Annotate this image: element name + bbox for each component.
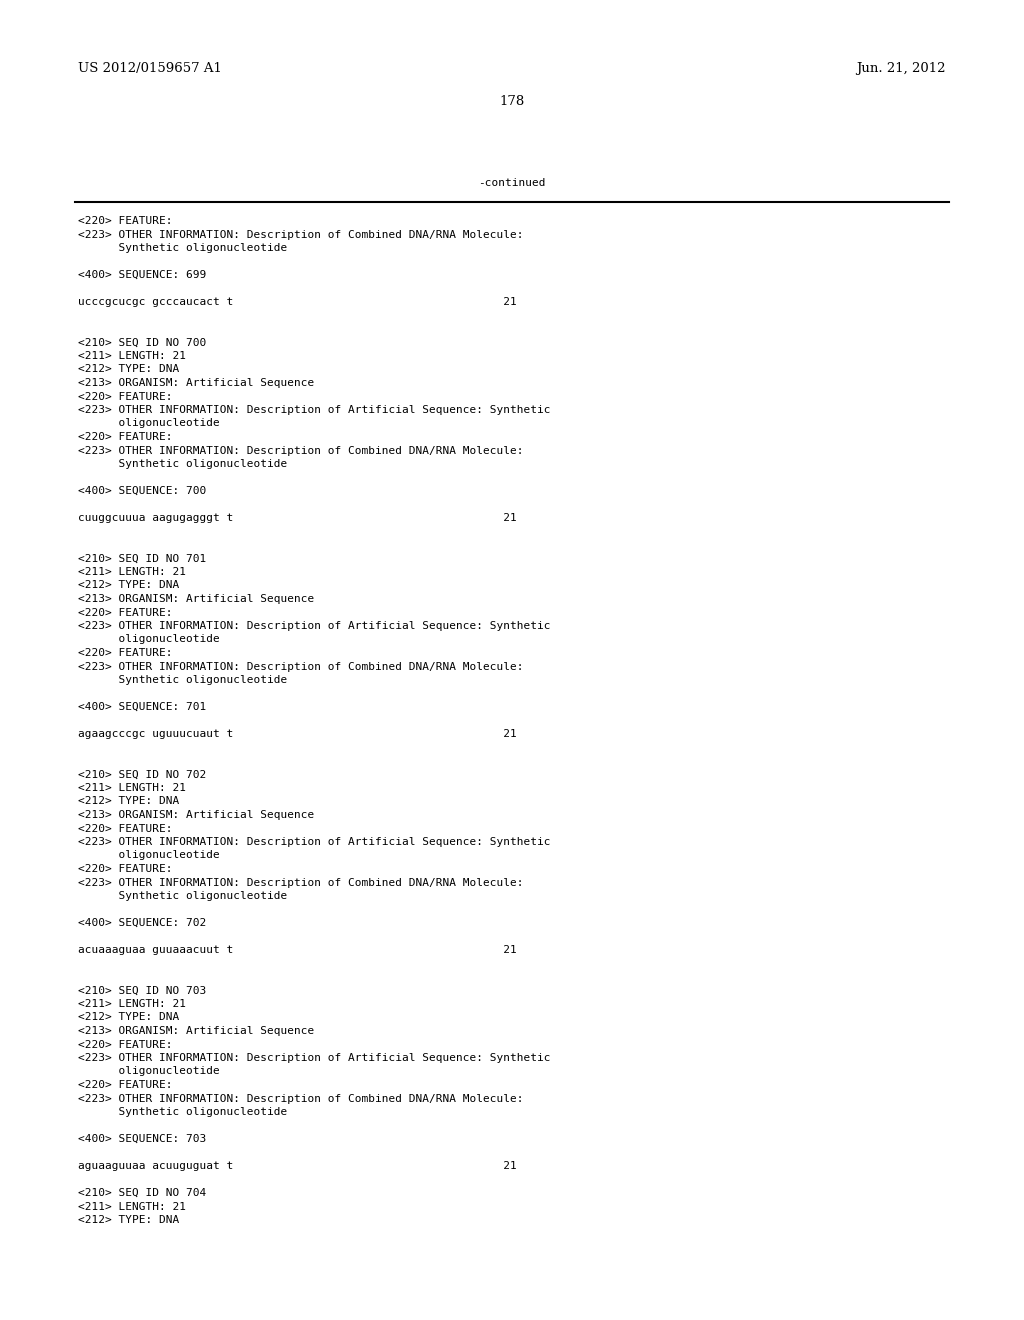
Text: <400> SEQUENCE: 703: <400> SEQUENCE: 703 <box>78 1134 206 1144</box>
Text: Synthetic oligonucleotide: Synthetic oligonucleotide <box>78 243 288 253</box>
Text: <220> FEATURE:: <220> FEATURE: <box>78 1040 172 1049</box>
Text: oligonucleotide: oligonucleotide <box>78 635 220 644</box>
Text: <223> OTHER INFORMATION: Description of Combined DNA/RNA Molecule:: <223> OTHER INFORMATION: Description of … <box>78 230 523 239</box>
Text: <212> TYPE: DNA: <212> TYPE: DNA <box>78 1214 179 1225</box>
Text: <210> SEQ ID NO 703: <210> SEQ ID NO 703 <box>78 986 206 995</box>
Text: acuaaaguaa guuaaacuut t                                        21: acuaaaguaa guuaaacuut t 21 <box>78 945 517 954</box>
Text: <400> SEQUENCE: 699: <400> SEQUENCE: 699 <box>78 271 206 280</box>
Text: -continued: -continued <box>478 178 546 187</box>
Text: <223> OTHER INFORMATION: Description of Artificial Sequence: Synthetic: <223> OTHER INFORMATION: Description of … <box>78 620 551 631</box>
Text: <223> OTHER INFORMATION: Description of Artificial Sequence: Synthetic: <223> OTHER INFORMATION: Description of … <box>78 1053 551 1063</box>
Text: US 2012/0159657 A1: US 2012/0159657 A1 <box>78 62 222 75</box>
Text: Synthetic oligonucleotide: Synthetic oligonucleotide <box>78 675 288 685</box>
Text: <220> FEATURE:: <220> FEATURE: <box>78 824 172 833</box>
Text: <220> FEATURE:: <220> FEATURE: <box>78 648 172 657</box>
Text: <212> TYPE: DNA: <212> TYPE: DNA <box>78 1012 179 1023</box>
Text: <210> SEQ ID NO 700: <210> SEQ ID NO 700 <box>78 338 206 347</box>
Text: <223> OTHER INFORMATION: Description of Combined DNA/RNA Molecule:: <223> OTHER INFORMATION: Description of … <box>78 661 523 672</box>
Text: <220> FEATURE:: <220> FEATURE: <box>78 432 172 442</box>
Text: <400> SEQUENCE: 700: <400> SEQUENCE: 700 <box>78 486 206 496</box>
Text: cuuggcuuua aagugagggt t                                        21: cuuggcuuua aagugagggt t 21 <box>78 513 517 523</box>
Text: Synthetic oligonucleotide: Synthetic oligonucleotide <box>78 459 288 469</box>
Text: <212> TYPE: DNA: <212> TYPE: DNA <box>78 581 179 590</box>
Text: <400> SEQUENCE: 702: <400> SEQUENCE: 702 <box>78 917 206 928</box>
Text: <220> FEATURE:: <220> FEATURE: <box>78 392 172 401</box>
Text: <212> TYPE: DNA: <212> TYPE: DNA <box>78 364 179 375</box>
Text: <212> TYPE: DNA: <212> TYPE: DNA <box>78 796 179 807</box>
Text: <400> SEQUENCE: 701: <400> SEQUENCE: 701 <box>78 702 206 711</box>
Text: <220> FEATURE:: <220> FEATURE: <box>78 1080 172 1090</box>
Text: <210> SEQ ID NO 702: <210> SEQ ID NO 702 <box>78 770 206 780</box>
Text: <211> LENGTH: 21: <211> LENGTH: 21 <box>78 568 186 577</box>
Text: oligonucleotide: oligonucleotide <box>78 1067 220 1077</box>
Text: <211> LENGTH: 21: <211> LENGTH: 21 <box>78 999 186 1008</box>
Text: oligonucleotide: oligonucleotide <box>78 418 220 429</box>
Text: <213> ORGANISM: Artificial Sequence: <213> ORGANISM: Artificial Sequence <box>78 594 314 605</box>
Text: <211> LENGTH: 21: <211> LENGTH: 21 <box>78 1201 186 1212</box>
Text: <210> SEQ ID NO 704: <210> SEQ ID NO 704 <box>78 1188 206 1199</box>
Text: <220> FEATURE:: <220> FEATURE: <box>78 865 172 874</box>
Text: Synthetic oligonucleotide: Synthetic oligonucleotide <box>78 1107 288 1117</box>
Text: oligonucleotide: oligonucleotide <box>78 850 220 861</box>
Text: <223> OTHER INFORMATION: Description of Combined DNA/RNA Molecule:: <223> OTHER INFORMATION: Description of … <box>78 446 523 455</box>
Text: Synthetic oligonucleotide: Synthetic oligonucleotide <box>78 891 288 902</box>
Text: <213> ORGANISM: Artificial Sequence: <213> ORGANISM: Artificial Sequence <box>78 1026 314 1036</box>
Text: <220> FEATURE:: <220> FEATURE: <box>78 607 172 618</box>
Text: <211> LENGTH: 21: <211> LENGTH: 21 <box>78 351 186 360</box>
Text: <223> OTHER INFORMATION: Description of Artificial Sequence: Synthetic: <223> OTHER INFORMATION: Description of … <box>78 837 551 847</box>
Text: <223> OTHER INFORMATION: Description of Combined DNA/RNA Molecule:: <223> OTHER INFORMATION: Description of … <box>78 1093 523 1104</box>
Text: <213> ORGANISM: Artificial Sequence: <213> ORGANISM: Artificial Sequence <box>78 378 314 388</box>
Text: <211> LENGTH: 21: <211> LENGTH: 21 <box>78 783 186 793</box>
Text: aguaaguuaa acuuguguat t                                        21: aguaaguuaa acuuguguat t 21 <box>78 1162 517 1171</box>
Text: ucccgcucgc gcccaucact t                                        21: ucccgcucgc gcccaucact t 21 <box>78 297 517 308</box>
Text: <223> OTHER INFORMATION: Description of Combined DNA/RNA Molecule:: <223> OTHER INFORMATION: Description of … <box>78 878 523 887</box>
Text: 178: 178 <box>500 95 524 108</box>
Text: <213> ORGANISM: Artificial Sequence: <213> ORGANISM: Artificial Sequence <box>78 810 314 820</box>
Text: <220> FEATURE:: <220> FEATURE: <box>78 216 172 226</box>
Text: <210> SEQ ID NO 701: <210> SEQ ID NO 701 <box>78 553 206 564</box>
Text: Jun. 21, 2012: Jun. 21, 2012 <box>856 62 946 75</box>
Text: agaagcccgc uguuucuaut t                                        21: agaagcccgc uguuucuaut t 21 <box>78 729 517 739</box>
Text: <223> OTHER INFORMATION: Description of Artificial Sequence: Synthetic: <223> OTHER INFORMATION: Description of … <box>78 405 551 414</box>
